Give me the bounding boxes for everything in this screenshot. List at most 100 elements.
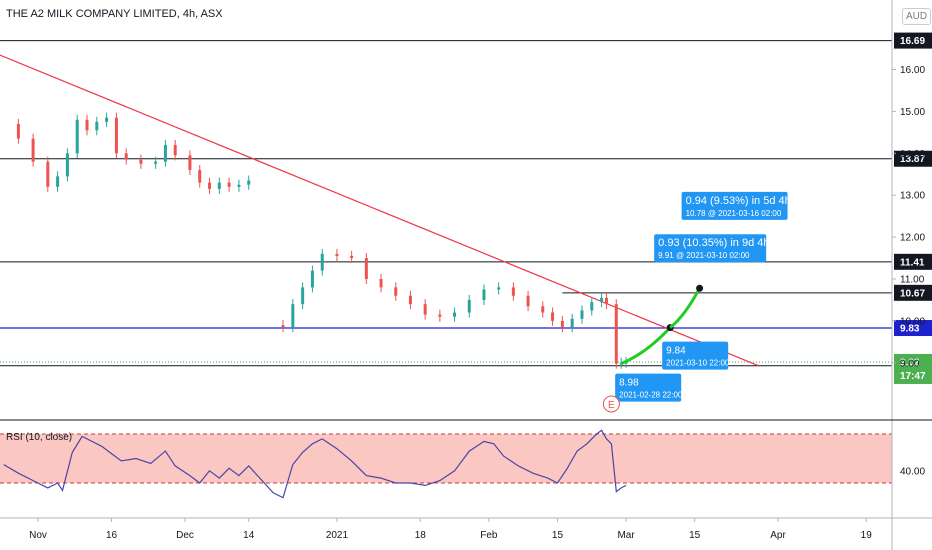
- candle-body: [350, 255, 354, 259]
- candle-body: [198, 170, 202, 183]
- candle-body: [335, 253, 339, 256]
- level-badge: [894, 284, 932, 301]
- annotation-line2: 2021-03-10 22:00: [666, 359, 730, 368]
- currency-badge[interactable]: AUD: [902, 8, 932, 25]
- rsi-band: [0, 434, 892, 483]
- candle-body: [394, 287, 398, 296]
- candle-body: [281, 325, 285, 328]
- level-badge: [894, 253, 932, 270]
- candle-body: [217, 182, 221, 189]
- candle-body: [408, 295, 412, 305]
- price-tick-label: 9.00: [900, 358, 920, 369]
- time-tick-label: Apr: [770, 530, 786, 541]
- candle-body: [16, 123, 20, 139]
- candle-body: [541, 306, 545, 313]
- candle-body: [65, 153, 69, 177]
- candle-body: [301, 287, 305, 305]
- time-tick-label: Dec: [176, 530, 194, 541]
- candle-body: [570, 318, 574, 328]
- time-tick-label: 16: [106, 530, 118, 541]
- trendline: [0, 54, 759, 367]
- candle-body: [511, 287, 515, 296]
- price-tick-label: 15.00: [900, 107, 925, 118]
- level-badge: [894, 32, 932, 49]
- time-tick-label: Mar: [617, 530, 635, 541]
- chart-title: THE A2 MILK COMPANY LIMITED, 4h, ASX: [6, 8, 223, 20]
- price-tick-label: 12.00: [900, 233, 925, 244]
- rsi-tick-label: 40.00: [900, 466, 925, 477]
- time-tick-label: 2021: [326, 530, 349, 541]
- annotation-line2: 9.91 @ 2021-03-10 02:00: [658, 251, 750, 260]
- candle-body: [56, 176, 60, 187]
- candle-body: [600, 297, 604, 303]
- candle-body: [423, 304, 427, 315]
- annotation-box: [662, 341, 729, 370]
- annotation-line1: 0.94 (9.53%) in 5d 4h: [686, 195, 791, 207]
- candle-body: [551, 312, 555, 321]
- projection-point: [696, 284, 704, 292]
- rsi-title: RSI (10, close): [6, 432, 73, 443]
- annotation-callout: 8.98 2021-02-28 22:00: [615, 373, 683, 402]
- candle-body: [46, 161, 50, 187]
- candle-body: [139, 159, 143, 164]
- countdown-value: 17:47: [900, 371, 926, 382]
- candle-body: [467, 299, 471, 313]
- time-tick-label: 14: [243, 530, 255, 541]
- candle-body: [208, 182, 212, 189]
- price-tick-label: 16.00: [900, 65, 925, 76]
- rsi-line: [3, 429, 627, 499]
- candle-body: [95, 121, 99, 131]
- blue-level-value: 9.83: [900, 324, 920, 335]
- time-tick-label: Nov: [29, 530, 47, 541]
- time-tick-label: 15: [689, 530, 701, 541]
- candle-body: [163, 144, 167, 162]
- candle-body: [614, 304, 618, 364]
- candle-body: [105, 117, 109, 122]
- annotation-callout: 9.84 2021-03-10 22:00: [662, 341, 730, 370]
- annotation-line2: 2021-02-28 22:00: [619, 391, 683, 400]
- candle-body: [31, 138, 35, 162]
- price-tick-label: 14.00: [900, 149, 925, 160]
- annotation-box: [654, 234, 767, 263]
- blue-level-badge: [894, 320, 932, 337]
- candle-body: [590, 302, 594, 311]
- price-tick-label: 13.00: [900, 191, 925, 202]
- earnings-marker: [602, 395, 620, 413]
- annotation-line2: 10.78 @ 2021-03-16 02:00: [686, 209, 782, 218]
- annotation-line1: 9.84: [666, 346, 686, 357]
- price-tick-label: 10.00: [900, 316, 925, 327]
- time-tick-label: 15: [552, 530, 564, 541]
- last-price-value: 9.02: [900, 357, 920, 368]
- candle-body: [453, 312, 457, 317]
- level-value: 11.41: [900, 257, 925, 268]
- candle-body: [247, 180, 251, 185]
- candle-body: [237, 184, 241, 187]
- candle-body: [526, 295, 530, 307]
- candle-body: [227, 182, 231, 187]
- earnings-label: E: [608, 400, 615, 411]
- annotation-callout: 0.94 (9.53%) in 5d 4h 10.78 @ 2021-03-16 …: [681, 191, 791, 220]
- rsi-pane: 40.00: [0, 429, 925, 499]
- candle-body: [114, 117, 118, 154]
- annotation-line1: 0.93 (10.35%) in 9d 4h: [658, 237, 769, 249]
- level-value: 10.67: [900, 288, 925, 299]
- candle-body: [85, 119, 89, 131]
- time-tick-label: 18: [415, 530, 427, 541]
- price-tick-label: 11.00: [900, 275, 925, 286]
- candle-body: [188, 155, 192, 171]
- last-price-badge: [894, 353, 932, 384]
- annotation-box: [615, 373, 682, 402]
- candle-body: [438, 314, 442, 317]
- candle-body: [604, 297, 608, 305]
- candle-body: [291, 304, 295, 328]
- candle-body: [320, 253, 324, 271]
- projection-path: [620, 326, 672, 366]
- annotation-box: [681, 191, 788, 220]
- candle-body: [580, 310, 584, 319]
- annotation-callout: 0.93 (10.35%) in 9d 4h 9.91 @ 2021-03-10 …: [654, 234, 769, 263]
- candle-body: [497, 287, 501, 290]
- time-tick-label: 19: [861, 530, 873, 541]
- candle-body: [124, 153, 128, 160]
